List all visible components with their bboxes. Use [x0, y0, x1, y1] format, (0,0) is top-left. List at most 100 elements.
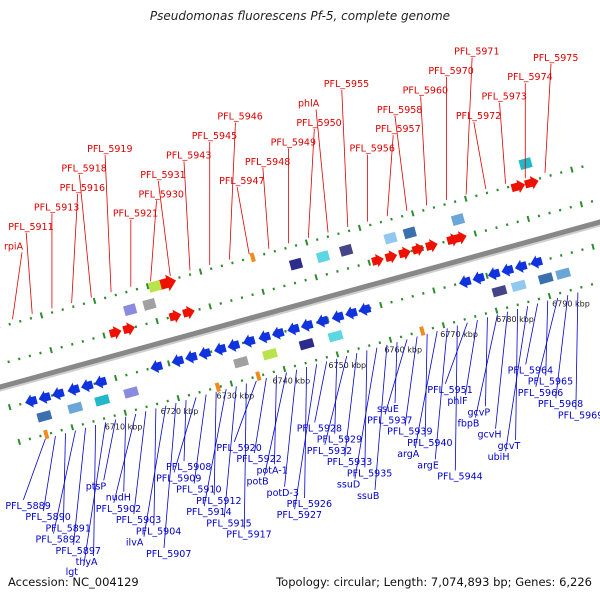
label-leader [404, 336, 418, 426]
label-leader [454, 325, 458, 471]
gene-block-shape [288, 257, 304, 271]
label-leader [213, 391, 217, 495]
track-tick [70, 342, 74, 346]
track-tick [72, 305, 75, 309]
label-leader [25, 232, 33, 314]
track-tick [262, 252, 266, 256]
label-leader [341, 90, 349, 228]
reverse-gene [94, 375, 108, 389]
gene-block-shape [419, 326, 426, 336]
feature-block [67, 401, 84, 414]
reverse-gene [185, 350, 198, 364]
forward-gene-label: PFL_5957 [375, 124, 420, 135]
track-tick [537, 214, 541, 218]
reverse-gene-label: PFL_5969 [558, 410, 600, 421]
reverse-gene-label: PFL_5914 [186, 507, 231, 518]
gene-arrow-shape [185, 350, 198, 364]
track-tick [240, 296, 244, 300]
label-leader [315, 109, 329, 233]
reverse-gene-label: PFL_5937 [367, 415, 412, 426]
track-tick [155, 402, 159, 406]
label-leader [103, 419, 117, 481]
backbone-shadow [0, 223, 600, 392]
track-tick [390, 300, 393, 304]
gene-arrow-shape [94, 375, 108, 389]
track-tick [123, 409, 128, 416]
gene-arrow-shape [514, 259, 528, 273]
track-tick [19, 402, 22, 406]
label-leader [535, 297, 559, 388]
reverse-gene-label: PFL_5915 [206, 518, 251, 529]
gene-arrow-shape [510, 179, 526, 193]
track-tick [167, 360, 171, 367]
track-tick [549, 256, 552, 260]
track-tick [453, 283, 457, 287]
track-tick [581, 248, 584, 252]
track-tick [496, 188, 499, 192]
reverse-gene-label: ssuB [357, 491, 379, 502]
feature-block [123, 386, 140, 399]
gene-arrow-shape [300, 318, 314, 332]
marker-block [419, 326, 426, 336]
feature-block [402, 226, 417, 240]
forward-gene-label: PFL_5974 [507, 72, 552, 83]
reverse-gene-label: ubiH [488, 452, 510, 463]
track-tick [346, 267, 350, 270]
gene-arrow-shape [168, 309, 182, 323]
label-leader [254, 377, 267, 454]
reverse-gene-label: ptsP [86, 481, 107, 492]
reverse-gene-label: PFL_5922 [236, 454, 281, 465]
label-leader [525, 303, 539, 365]
track-tick [188, 273, 192, 277]
forward-gene [122, 322, 135, 336]
track-tick [441, 322, 446, 329]
ruler-tick-label: 6780 kbp [496, 315, 534, 324]
gene-block-shape [36, 410, 53, 423]
track-tick [28, 354, 32, 358]
reverse-gene-label: PFL_5917 [226, 530, 271, 541]
reverse-gene [214, 342, 227, 356]
feature-block [555, 267, 572, 280]
label-leader [53, 430, 76, 534]
label-leader [243, 383, 247, 529]
gene-arrow-shape [358, 302, 372, 316]
label-leader [354, 347, 378, 479]
track-tick [463, 195, 468, 202]
track-tick [559, 254, 563, 257]
track-tick [39, 434, 42, 438]
feature-block [298, 337, 315, 351]
reverse-gene-label: PFL_5929 [317, 435, 362, 446]
label-leader [284, 369, 297, 487]
track-tick [432, 287, 436, 294]
gene-block-shape [147, 279, 162, 293]
reverse-gene-label: PFL_5926 [287, 499, 332, 510]
track-tick [548, 211, 551, 215]
label-leader [394, 115, 408, 211]
gene-arrow-shape [157, 274, 177, 292]
reverse-gene-label: argA [397, 449, 420, 460]
forward-gene-label: PFL_5949 [271, 137, 316, 148]
track-tick [474, 315, 477, 318]
gene-arrow-shape [52, 387, 65, 401]
reverse-gene-label: PFL_5903 [116, 515, 161, 526]
track-tick [92, 420, 95, 423]
gene-block-shape [255, 371, 262, 381]
label-leader [93, 425, 97, 557]
track-tick [410, 332, 413, 336]
ruler-tick-label: 6770 kbp [440, 330, 478, 339]
reverse-gene-label: argE [417, 460, 439, 471]
label-leader [344, 353, 358, 457]
reverse-gene [271, 326, 285, 340]
label-leader [150, 200, 157, 282]
track-tick [220, 264, 224, 268]
marker-block [214, 382, 221, 393]
reverse-gene-label: PFL_5909 [156, 473, 201, 484]
feature-block [147, 279, 162, 293]
gene-arrow-shape [258, 330, 272, 344]
track-tick [558, 291, 562, 295]
label-leader [223, 386, 237, 518]
forward-gene-label: PFL_5973 [482, 92, 527, 103]
track-tick [187, 393, 191, 397]
track-tick [198, 390, 201, 394]
forward-gene-label: PFL_5946 [217, 112, 262, 123]
